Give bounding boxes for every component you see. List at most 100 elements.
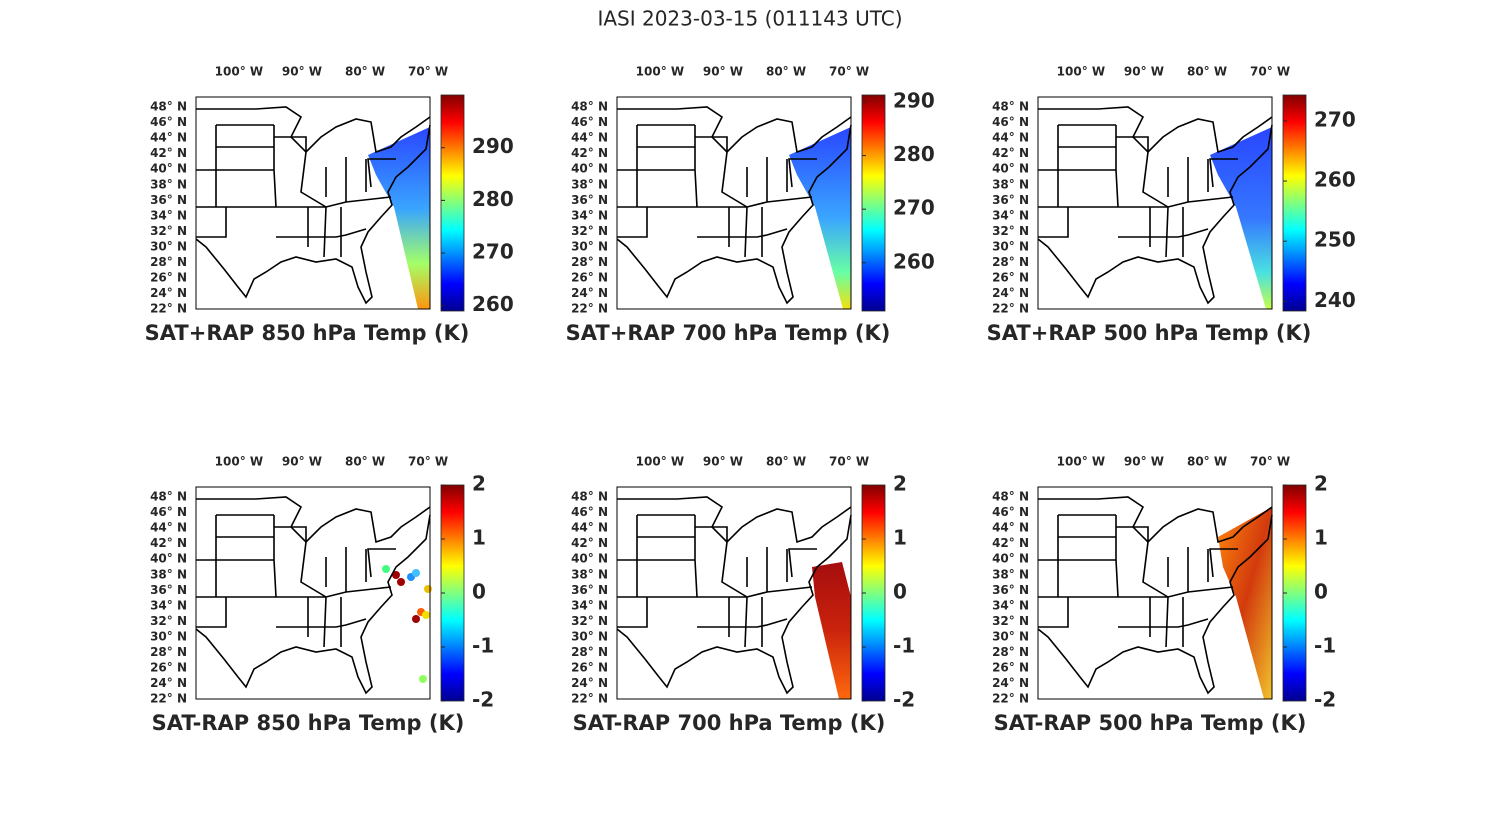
colorbar-label: 1 xyxy=(1314,526,1328,550)
lat-label: 28° N xyxy=(150,255,187,269)
lat-label: 24° N xyxy=(992,676,1029,690)
lat-label: 26° N xyxy=(571,270,608,284)
swath xyxy=(368,127,430,309)
map-panel xyxy=(1037,96,1273,310)
lat-label: 34° N xyxy=(571,598,608,612)
lat-label: 44° N xyxy=(150,521,187,535)
lat-label: 26° N xyxy=(150,660,187,674)
lat-label: 24° N xyxy=(150,286,187,300)
lat-label: 36° N xyxy=(150,583,187,597)
lat-label: 44° N xyxy=(992,131,1029,145)
map-frame xyxy=(616,486,852,700)
lon-label: 80° W xyxy=(345,455,385,469)
lat-label: 38° N xyxy=(571,177,608,191)
colorbar-label: -2 xyxy=(472,688,494,712)
lat-label: 24° N xyxy=(571,676,608,690)
lat-label: 26° N xyxy=(992,270,1029,284)
lat-label: 42° N xyxy=(150,536,187,550)
lon-label: 80° W xyxy=(345,65,385,79)
figure-title: IASI 2023-03-15 (011143 UTC) xyxy=(597,7,902,31)
lat-label: 36° N xyxy=(992,193,1029,207)
lon-label: 70° W xyxy=(829,65,869,79)
map-frame xyxy=(616,96,852,310)
lat-label: 30° N xyxy=(571,629,608,643)
lat-label: 28° N xyxy=(571,255,608,269)
lat-label: 48° N xyxy=(571,100,608,114)
panel-title: SAT-RAP 700 hPa Temp (K) xyxy=(573,711,886,735)
lon-label: 70° W xyxy=(1250,65,1290,79)
lat-label: 24° N xyxy=(571,286,608,300)
lat-label: 36° N xyxy=(992,583,1029,597)
lon-label: 90° W xyxy=(703,65,743,79)
colorbar-label: 2 xyxy=(472,472,486,496)
obs-dot xyxy=(412,569,420,577)
obs-dot xyxy=(392,571,400,579)
lat-label: 30° N xyxy=(571,239,608,253)
panel-title: SAT+RAP 700 hPa Temp (K) xyxy=(566,321,891,345)
obs-dot xyxy=(397,578,405,586)
lat-label: 40° N xyxy=(571,162,608,176)
lat-label: 46° N xyxy=(992,505,1029,519)
map-panel xyxy=(195,486,432,700)
map-frame xyxy=(195,486,431,700)
lat-label: 28° N xyxy=(571,645,608,659)
lon-label: 90° W xyxy=(1124,455,1164,469)
map-outline xyxy=(195,496,431,694)
lat-label: 36° N xyxy=(150,193,187,207)
lat-label: 32° N xyxy=(571,224,608,238)
lon-label: 100° W xyxy=(636,65,684,79)
lat-label: 46° N xyxy=(571,505,608,519)
obs-dot xyxy=(424,585,432,593)
lat-label: 38° N xyxy=(150,177,187,191)
obs-dot xyxy=(412,615,420,623)
colorbar-label: 280 xyxy=(472,187,514,211)
lat-label: 22° N xyxy=(992,692,1029,706)
colorbar-label: -2 xyxy=(1314,688,1336,712)
swath xyxy=(1218,507,1272,699)
panel-title: SAT+RAP 500 hPa Temp (K) xyxy=(987,321,1312,345)
colorbar xyxy=(1282,94,1307,312)
lat-label: 34° N xyxy=(992,208,1029,222)
lat-label: 48° N xyxy=(150,490,187,504)
lon-label: 100° W xyxy=(1057,455,1105,469)
lat-label: 42° N xyxy=(571,536,608,550)
lat-label: 46° N xyxy=(992,115,1029,129)
colorbar-label: -1 xyxy=(893,634,915,658)
lat-label: 40° N xyxy=(150,162,187,176)
lat-label: 32° N xyxy=(571,614,608,628)
lat-label: 46° N xyxy=(150,115,187,129)
map-frame xyxy=(195,96,431,310)
lat-label: 38° N xyxy=(571,567,608,581)
map-frame xyxy=(1037,486,1273,700)
lat-label: 22° N xyxy=(150,302,187,316)
lon-label: 100° W xyxy=(636,455,684,469)
lat-label: 38° N xyxy=(150,567,187,581)
map-panel xyxy=(1037,486,1273,700)
lon-label: 70° W xyxy=(1250,455,1290,469)
lat-label: 28° N xyxy=(150,645,187,659)
lon-label: 70° W xyxy=(829,455,869,469)
colorbar-label: 290 xyxy=(472,134,514,158)
colorbar-label: 1 xyxy=(893,526,907,550)
lat-label: 22° N xyxy=(571,692,608,706)
lat-label: 46° N xyxy=(571,115,608,129)
lon-label: 80° W xyxy=(766,455,806,469)
map-frame xyxy=(1037,96,1273,310)
lat-label: 42° N xyxy=(992,536,1029,550)
lat-label: 38° N xyxy=(992,567,1029,581)
colorbar-label: 0 xyxy=(1314,580,1328,604)
lon-label: 80° W xyxy=(766,65,806,79)
lon-label: 80° W xyxy=(1187,65,1227,79)
lat-label: 42° N xyxy=(150,146,187,160)
lat-label: 44° N xyxy=(571,521,608,535)
map-panel xyxy=(616,486,852,700)
colorbar-label: 2 xyxy=(1314,472,1328,496)
lat-label: 38° N xyxy=(992,177,1029,191)
lat-label: 26° N xyxy=(150,270,187,284)
lon-label: 100° W xyxy=(1057,65,1105,79)
lat-label: 30° N xyxy=(992,629,1029,643)
lat-label: 22° N xyxy=(571,302,608,316)
map-panel xyxy=(616,96,852,310)
lat-label: 40° N xyxy=(571,552,608,566)
